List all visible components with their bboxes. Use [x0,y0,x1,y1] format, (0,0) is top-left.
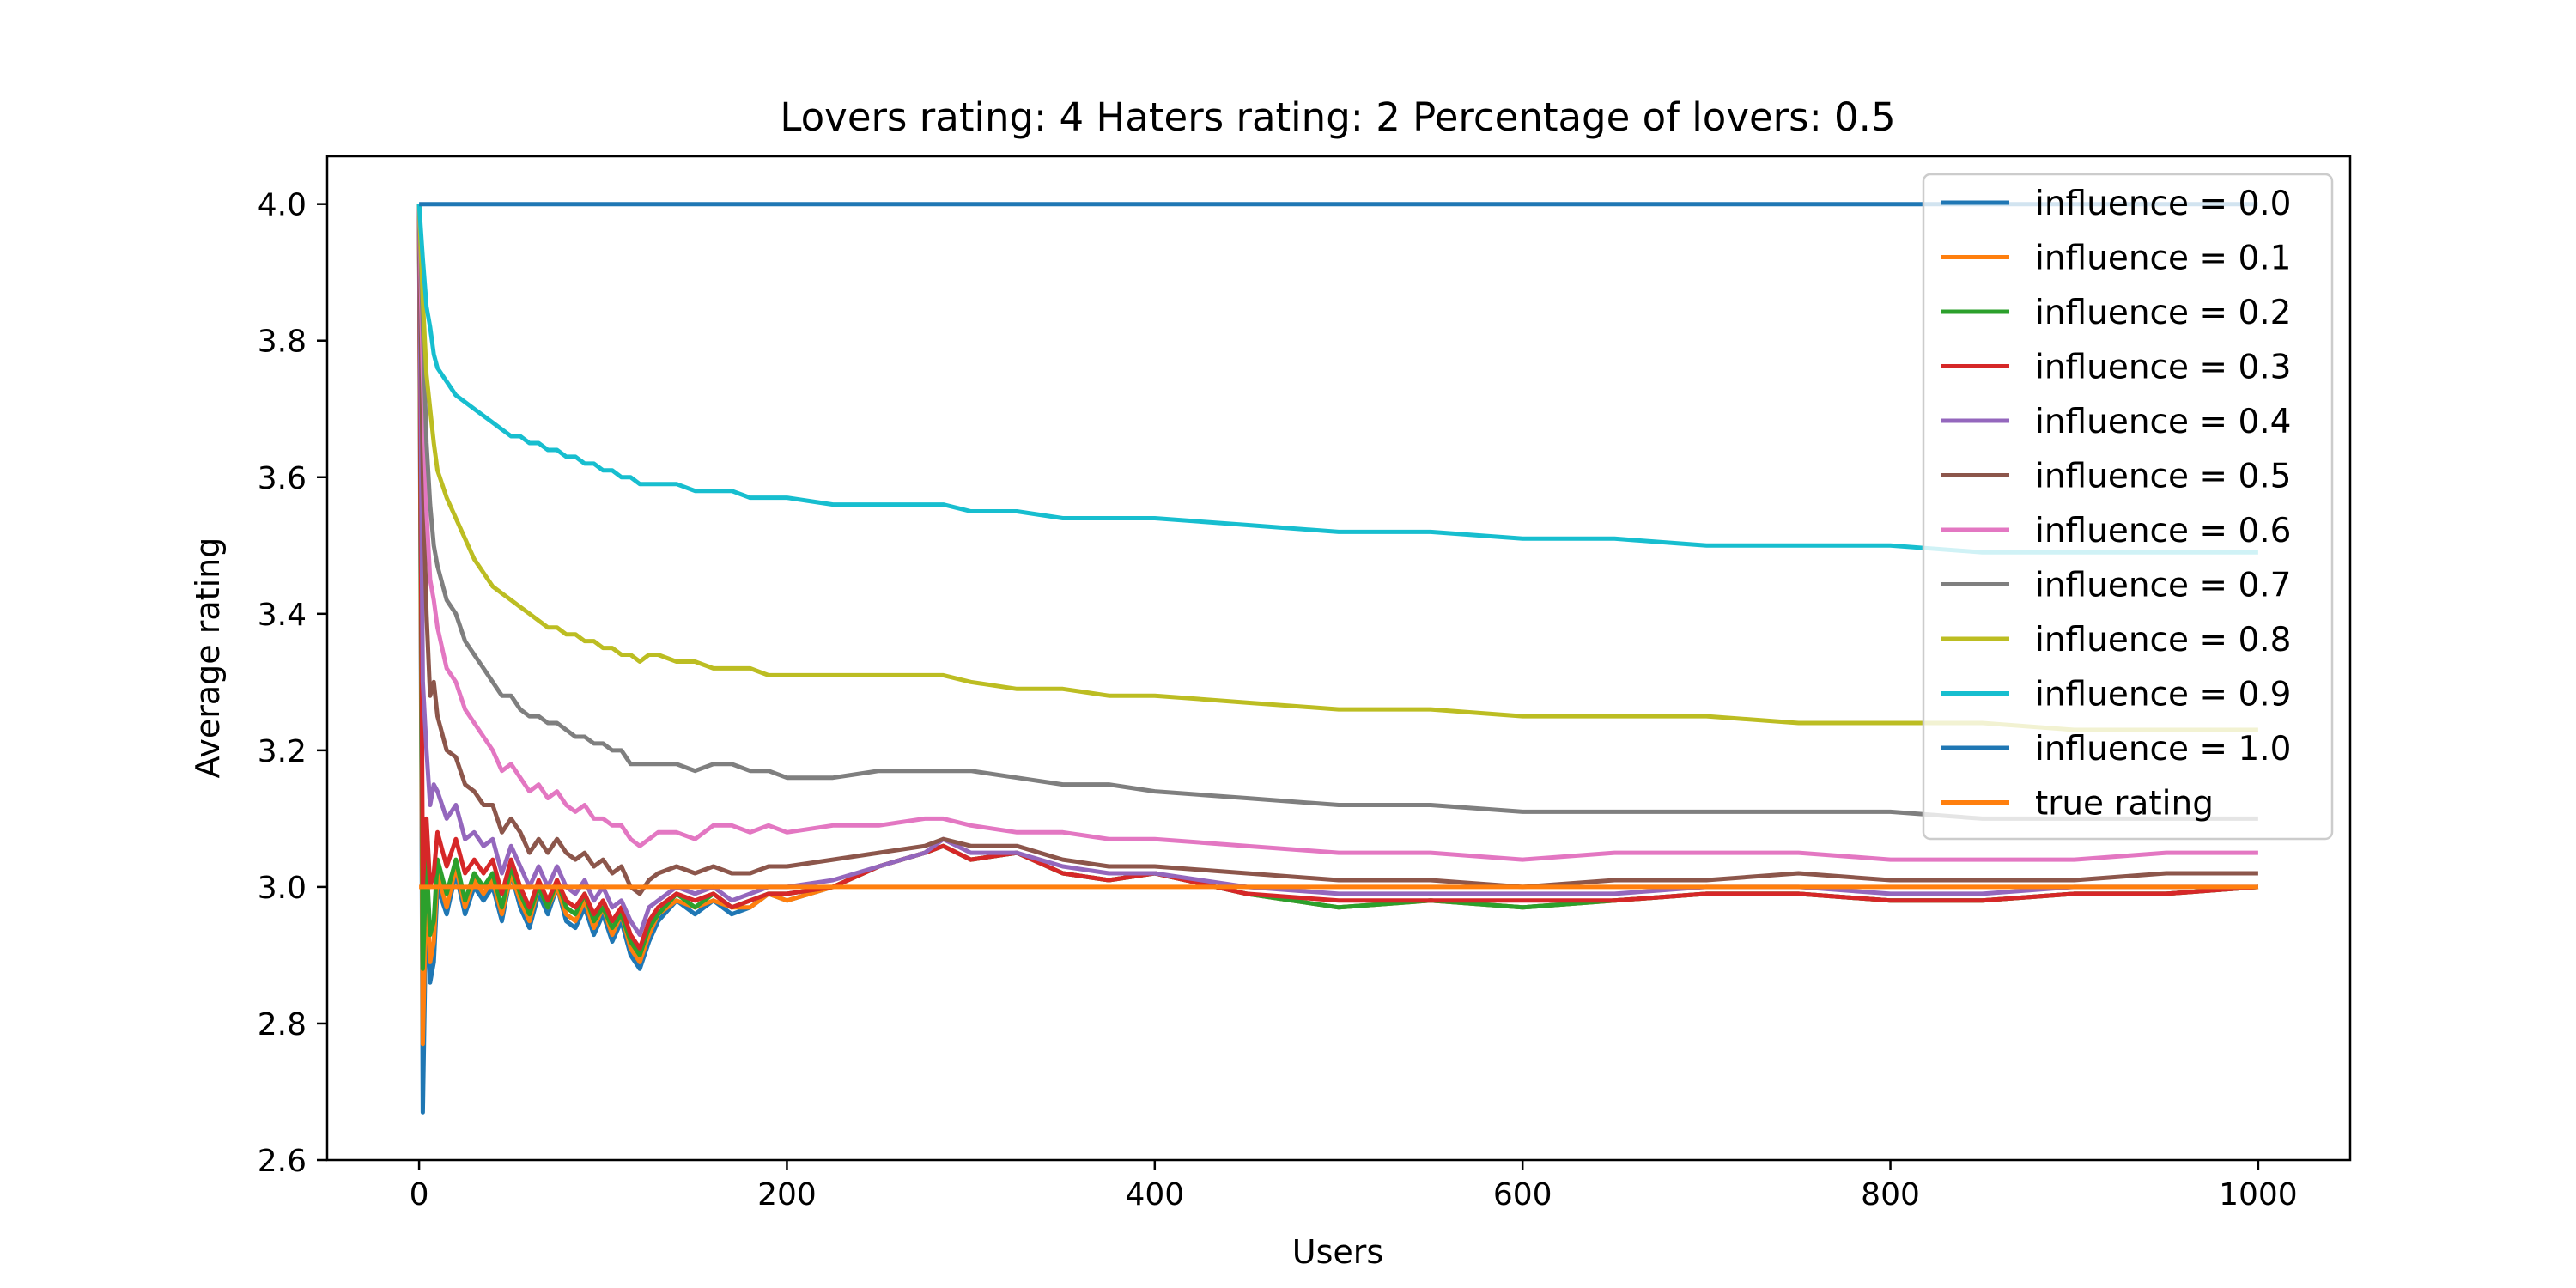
x-axis-label: Users [1292,1233,1383,1271]
y-tick-label: 2.6 [258,1144,307,1179]
legend-entry: influence = 0.0 [1941,185,2291,223]
y-tick-label: 3.2 [258,734,307,769]
legend-entry: influence = 0.3 [1941,349,2291,387]
legend-label: influence = 0.5 [2035,458,2291,496]
legend-entry: influence = 0.4 [1941,403,2291,441]
legend-label: influence = 0.8 [2035,621,2291,659]
x-tick-label: 600 [1493,1177,1552,1212]
legend-entry: influence = 0.6 [1941,512,2291,550]
y-axis: 2.6 2.8 3.0 3.2 3.4 3.6 3.8 4.0 [258,188,327,1179]
chart-title: Lovers rating: 4 Haters rating: 2 Percen… [780,94,1895,140]
x-axis: 0 200 400 600 800 1000 [410,1160,2298,1212]
y-tick-label: 3.6 [258,461,307,496]
x-tick-label: 800 [1861,1177,1920,1212]
legend-frame [1922,173,2334,841]
legend-entry: influence = 0.1 [1941,240,2291,278]
x-tick-label: 400 [1125,1177,1184,1212]
legend-label: influence = 0.3 [2035,349,2291,387]
legend: influence = 0.0 influence = 0.1 influence … [1922,173,2334,841]
x-tick-label: 0 [410,1177,429,1212]
legend-entry: influence = 0.9 [1941,676,2291,714]
x-tick-label: 200 [757,1177,817,1212]
series-line-9 [416,204,2258,555]
plot-frame [325,155,2352,1162]
y-axis-label: Average rating [189,538,227,779]
legend-label: influence = 0.1 [2035,240,2291,278]
legend-entry: influence = 0.7 [1941,567,2291,605]
legend-label: influence = 0.6 [2035,512,2291,550]
legend-entry: influence = 0.2 [1941,294,2291,332]
y-tick-label: 3.8 [258,325,307,360]
y-tick-label: 3.4 [258,598,307,633]
legend-label: influence = 0.2 [2035,294,2291,332]
legend-label: influence = 0.4 [2035,403,2291,441]
y-tick-label: 3.0 [258,871,307,906]
series-line-4 [416,204,2258,938]
series-line-6 [416,204,2258,862]
series-line-3 [416,204,2259,951]
legend-label: true rating [2035,785,2214,823]
legend-label: influence = 0.9 [2035,676,2291,714]
legend-entry: influence = 1.0 [1941,730,2291,769]
y-tick-label: 2.8 [258,1007,307,1042]
series-line-7 [416,204,2258,821]
legend-label: influence = 1.0 [2035,730,2291,769]
legend-entry: influence = 0.8 [1941,621,2291,659]
x-tick-label: 1000 [2219,1177,2298,1212]
series-line-5 [416,204,2258,896]
legend-entry: influence = 0.5 [1941,458,2291,496]
series-line-8 [416,204,2258,732]
legend-label: influence = 0.0 [2035,185,2291,223]
series-line-2 [416,204,2259,971]
legend-entry: true rating [1941,785,2214,823]
y-tick-label: 4.0 [258,188,307,223]
legend-label: influence = 0.7 [2035,567,2291,605]
